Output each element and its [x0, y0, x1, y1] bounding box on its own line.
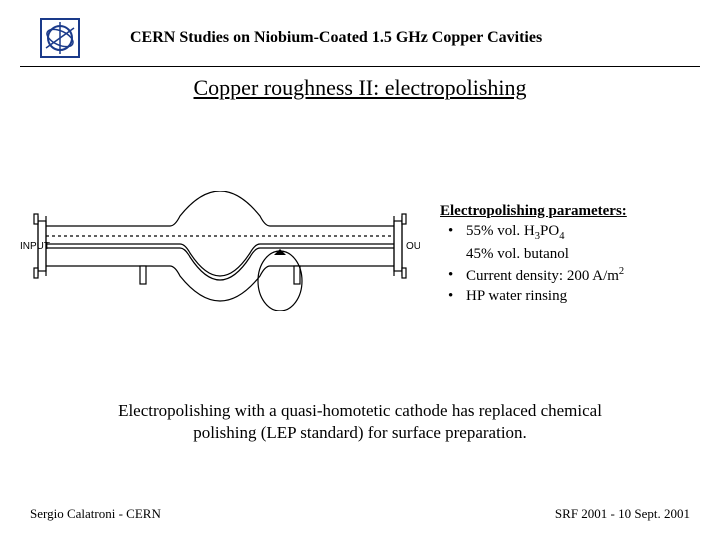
bullet-icon: •	[448, 286, 453, 306]
cern-logo	[40, 18, 80, 58]
slide-header: CERN Studies on Niobium-Coated 1.5 GHz C…	[20, 0, 700, 67]
content-area: INPUT OUTPUT Electropolishing parameters…	[0, 101, 720, 401]
param-text: HP water rinsing	[466, 288, 567, 304]
param-text: 55% vol. H3PO4	[466, 223, 564, 239]
param-item-3: • Current density: 200 A/m2	[448, 265, 690, 286]
slide-footer: Sergio Calatroni - CERN SRF 2001 - 10 Se…	[0, 506, 720, 522]
cavity-diagram: INPUT OUTPUT	[20, 191, 420, 311]
parameters-block: Electropolishing parameters: • 55% vol. …	[440, 201, 690, 306]
header-title: CERN Studies on Niobium-Coated 1.5 GHz C…	[130, 29, 542, 47]
summary-line-1: Electropolishing with a quasi-homotetic …	[118, 401, 602, 420]
param-item-4: • HP water rinsing	[448, 286, 690, 306]
param-text: Current density: 200 A/m2	[466, 268, 624, 284]
parameters-title: Electropolishing parameters:	[440, 201, 690, 221]
bullet-icon: •	[448, 221, 453, 241]
parameters-list: • 55% vol. H3PO4 45% vol. butanol • Curr…	[440, 221, 690, 306]
summary-text: Electropolishing with a quasi-homotetic …	[0, 400, 720, 444]
diagram-input-label: INPUT	[20, 241, 50, 252]
param-text: 45% vol. butanol	[466, 246, 569, 262]
slide-subtitle: Copper roughness II: electropolishing	[0, 75, 720, 101]
param-item-2: 45% vol. butanol	[448, 244, 690, 264]
footer-event: SRF 2001 - 10 Sept. 2001	[555, 506, 690, 522]
param-item-1: • 55% vol. H3PO4	[448, 221, 690, 244]
summary-line-2: polishing (LEP standard) for surface pre…	[193, 423, 527, 442]
diagram-output-label: OUTPUT	[406, 241, 420, 252]
footer-author: Sergio Calatroni - CERN	[30, 506, 161, 522]
bullet-icon: •	[448, 265, 453, 285]
